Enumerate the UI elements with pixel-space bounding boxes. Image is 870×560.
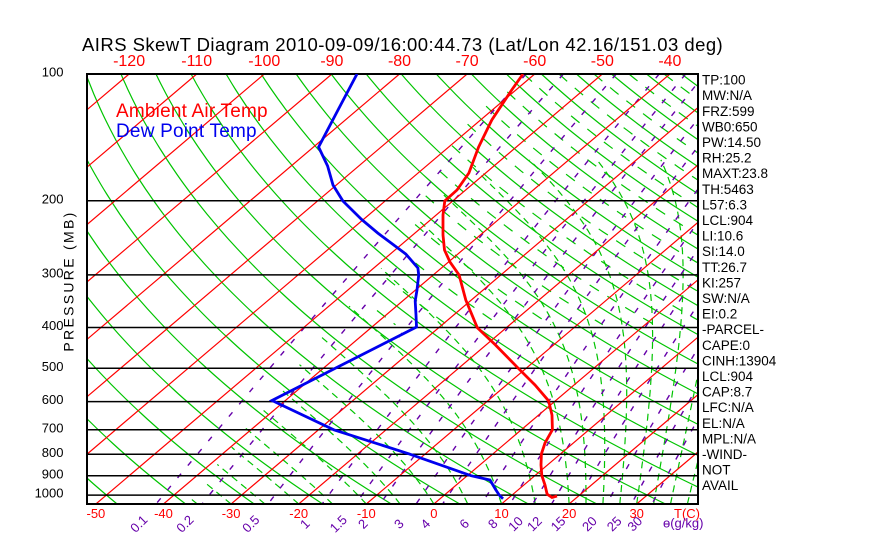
svg-text:EL:N/A: EL:N/A <box>702 416 745 431</box>
svg-text:-120: -120 <box>113 53 145 70</box>
svg-text:AIRS SkewT Diagram 2010-09-09/: AIRS SkewT Diagram 2010-09-09/16:00:44.7… <box>82 34 723 55</box>
svg-text:FRZ:599: FRZ:599 <box>702 104 755 119</box>
svg-text:CAPE:0: CAPE:0 <box>702 338 750 353</box>
svg-text:NOT: NOT <box>702 463 731 478</box>
svg-text:MW:N/A: MW:N/A <box>702 88 752 103</box>
svg-text:LFC:N/A: LFC:N/A <box>702 400 754 415</box>
svg-text:-10: -10 <box>357 506 376 521</box>
svg-text:-PARCEL-: -PARCEL- <box>702 322 764 337</box>
svg-text:AVAIL: AVAIL <box>702 478 739 493</box>
svg-text:-30: -30 <box>222 506 241 521</box>
svg-text:PW:14.50: PW:14.50 <box>702 135 761 150</box>
svg-text:RH:25.2: RH:25.2 <box>702 151 752 166</box>
svg-text:CAP:8.7: CAP:8.7 <box>702 385 752 400</box>
svg-text:-60: -60 <box>523 53 546 70</box>
svg-text:TP:100: TP:100 <box>702 73 746 88</box>
svg-text:LCL:904: LCL:904 <box>702 213 754 228</box>
svg-text:-90: -90 <box>320 53 343 70</box>
svg-text:-80: -80 <box>388 53 411 70</box>
svg-text:-40: -40 <box>154 506 173 521</box>
svg-text:TT:26.7: TT:26.7 <box>702 260 747 275</box>
svg-text:1000: 1000 <box>35 486 64 501</box>
svg-text:T(C): T(C) <box>674 506 700 521</box>
svg-text:-110: -110 <box>181 53 212 70</box>
svg-text:KI:257: KI:257 <box>702 275 741 290</box>
svg-text:30: 30 <box>629 506 643 521</box>
svg-text:-50: -50 <box>591 53 614 70</box>
svg-text:MAXT:23.8: MAXT:23.8 <box>702 166 768 181</box>
svg-text:-20: -20 <box>289 506 308 521</box>
svg-text:LI:10.6: LI:10.6 <box>702 229 743 244</box>
svg-text:-50: -50 <box>87 506 106 521</box>
svg-text:700: 700 <box>42 420 64 435</box>
svg-text:800: 800 <box>42 445 64 460</box>
svg-text:0: 0 <box>430 506 437 521</box>
svg-text:900: 900 <box>42 466 64 481</box>
svg-text:SI:14.0: SI:14.0 <box>702 244 745 259</box>
svg-text:Dew Point Temp: Dew Point Temp <box>116 121 257 142</box>
svg-text:200: 200 <box>42 191 64 206</box>
svg-text:400: 400 <box>42 318 64 333</box>
svg-text:PRESSURE (MB): PRESSURE (MB) <box>61 210 77 351</box>
svg-text:10: 10 <box>494 506 508 521</box>
svg-text:-40: -40 <box>658 53 681 70</box>
svg-text:LCL:904: LCL:904 <box>702 369 754 384</box>
svg-text:CINH:13904: CINH:13904 <box>702 353 777 368</box>
svg-text:L57:6.3: L57:6.3 <box>702 197 747 212</box>
svg-text:MPL:N/A: MPL:N/A <box>702 431 756 446</box>
svg-text:WB0:650: WB0:650 <box>702 119 758 134</box>
svg-text:ɵ(g/kg): ɵ(g/kg) <box>663 516 703 531</box>
svg-text:Ambient Air Temp: Ambient Air Temp <box>116 101 268 122</box>
svg-text:EI:0.2: EI:0.2 <box>702 307 737 322</box>
svg-text:-WIND-: -WIND- <box>702 447 747 462</box>
svg-text:600: 600 <box>42 392 64 407</box>
svg-text:-100: -100 <box>248 53 280 70</box>
svg-text:TH:5463: TH:5463 <box>702 182 754 197</box>
svg-text:300: 300 <box>42 265 64 280</box>
svg-text:-70: -70 <box>456 53 479 70</box>
svg-text:500: 500 <box>42 359 64 374</box>
svg-text:SW:N/A: SW:N/A <box>702 291 750 306</box>
svg-text:100: 100 <box>42 65 64 80</box>
svg-text:20: 20 <box>562 506 576 521</box>
